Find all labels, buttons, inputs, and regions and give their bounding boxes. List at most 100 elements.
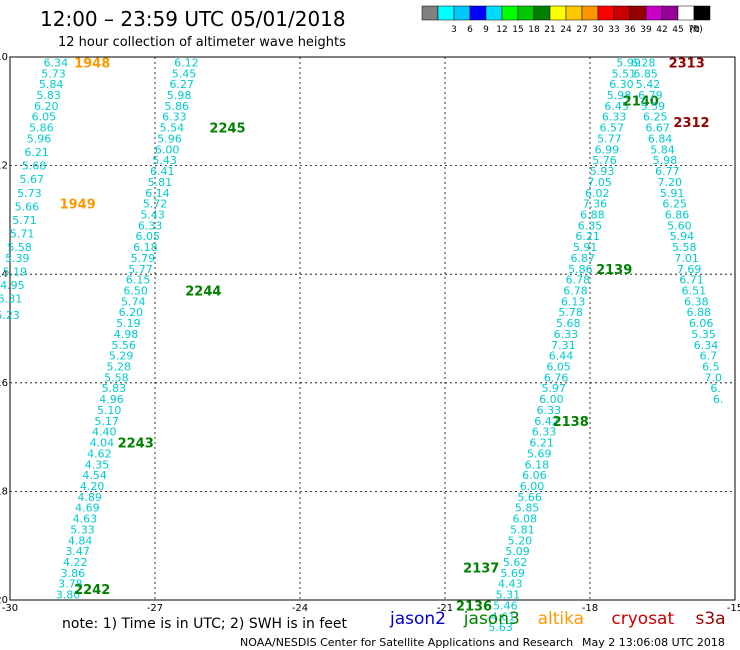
wave-height-value: 5.69 xyxy=(500,567,525,580)
satellite-track: 4.965.105.174.404.044.624.354.544.20 2243 xyxy=(80,393,154,493)
wave-height-value: 5.23 xyxy=(0,309,20,322)
wave-height-value: 5.84 xyxy=(39,78,64,91)
wave-height-value: 7.20 xyxy=(658,176,683,189)
wave-height-value: 5.73 xyxy=(17,187,42,200)
wave-height-value: 6.99 xyxy=(595,143,620,156)
latitude-tick-label: -18 xyxy=(0,486,8,497)
wave-height-value: 6.35 xyxy=(578,219,603,232)
wave-height-value: 5.59 xyxy=(641,100,666,113)
wave-height-value: 6.30 xyxy=(609,78,634,91)
wave-height-value: 4.43 xyxy=(498,578,523,591)
wave-height-value: 6.00 xyxy=(539,393,564,406)
wave-height-value: 6.71 xyxy=(679,274,704,287)
pass-time-label: 2245 xyxy=(209,122,245,137)
wave-height-value: 6. xyxy=(710,382,721,395)
wave-height-value: 5.79 xyxy=(131,252,156,265)
wave-height-value: 5.58 xyxy=(672,241,697,254)
wave-height-value: 5.67 xyxy=(20,173,45,186)
longitude-tick-label: -27 xyxy=(147,603,163,614)
wave-height-value: 5.71 xyxy=(12,214,37,227)
color-scale-label: 15 xyxy=(512,25,523,35)
color-scale-label: 18 xyxy=(528,25,540,35)
wave-height-value: 5.96 xyxy=(27,132,52,145)
wave-height-value: 4.63 xyxy=(73,513,98,526)
satellite-track: 5.986.777.205.916.256.865.605.945.587.01… xyxy=(653,116,724,406)
satellite-name: cryosat xyxy=(611,609,674,629)
color-swatch xyxy=(517,5,535,21)
wave-height-value: 7.05 xyxy=(587,176,612,189)
pass-time-label: 2243 xyxy=(118,437,154,452)
wave-height-value: 5.09 xyxy=(505,545,530,558)
wave-height-value: 5.62 xyxy=(503,556,528,569)
wave-height-value: 6.85 xyxy=(633,67,658,80)
wave-height-value: 5.74 xyxy=(121,295,146,308)
color-swatch xyxy=(677,5,695,21)
color-swatch xyxy=(661,5,679,21)
pass-time-label: 2136 xyxy=(456,599,492,614)
pass-time-label: 2242 xyxy=(74,583,110,598)
wave-height-value: 4.04 xyxy=(90,437,115,450)
wave-height-value: 4.89 xyxy=(78,491,103,504)
wave-height-value: 6.50 xyxy=(123,284,148,297)
satellite-track: 6.156.505.746.205.194.985.565.295.285.58… xyxy=(102,274,222,396)
wave-height-value: 5.31 xyxy=(0,293,22,306)
color-scale-label: 6 xyxy=(467,25,473,35)
page-subtitle: 12 hour collection of altimeter wave hei… xyxy=(58,35,346,50)
latitude-tick-label: -20 xyxy=(0,595,8,606)
color-scale-label: 30 xyxy=(592,25,604,35)
satellite-name: jason2 xyxy=(389,609,446,629)
color-swatch xyxy=(549,5,567,21)
wave-height-value: 6.14 xyxy=(145,187,170,200)
longitude-tick-label: -30 xyxy=(2,603,18,614)
wave-height-value: 5.81 xyxy=(148,176,173,189)
wave-height-value: 7.69 xyxy=(677,263,702,276)
wave-height-value: 6.87 xyxy=(571,252,596,265)
color-swatch xyxy=(629,5,647,21)
wave-height-value: 5.76 xyxy=(592,154,617,167)
wave-height-value: 5.42 xyxy=(636,78,661,91)
wave-height-value: 5.10 xyxy=(97,404,122,417)
satellite-name: s3a xyxy=(696,609,726,629)
wave-height-value: 6.25 xyxy=(662,198,687,211)
wave-height-value: 6.88 xyxy=(580,208,605,221)
wave-height-value: 4.98 xyxy=(114,328,139,341)
wave-height-value: 6.79 xyxy=(638,89,663,102)
satellite-name: jason3 xyxy=(463,609,520,629)
wave-height-value: 6.67 xyxy=(645,122,670,135)
pass-time-label: 2138 xyxy=(553,415,589,430)
pass-time-label: 1949 xyxy=(60,198,96,213)
wave-height-value: 6.76 xyxy=(544,371,569,384)
wave-height-value: 6.42 xyxy=(534,415,559,428)
wave-height-value: 6.28 xyxy=(631,56,656,69)
latitude-tick-label: -16 xyxy=(0,378,8,389)
wave-height-value: 5.66 xyxy=(15,200,40,213)
latitude-tick-label: -10 xyxy=(0,52,8,63)
wave-height-value: 7.36 xyxy=(583,198,608,211)
wave-height-value: 5.51 xyxy=(612,67,637,80)
credit-text: NOAA/NESDIS Center for Satellite Applica… xyxy=(240,636,573,649)
longitude-tick-label: -18 xyxy=(582,603,598,614)
wave-height-value: 6.7 xyxy=(700,350,718,363)
color-scale-unit: (ft) xyxy=(689,25,703,35)
wave-height-value: 5.98 xyxy=(653,154,678,167)
wave-height-value: 4.69 xyxy=(75,502,100,515)
wave-height-value: 7.01 xyxy=(674,252,699,265)
wave-height-value: 6.33 xyxy=(554,328,579,341)
wave-height-value: 5.86 xyxy=(165,100,190,113)
wave-height-value: 6.38 xyxy=(684,295,709,308)
wave-height-value: 6.33 xyxy=(537,404,562,417)
color-scale-label: 45 xyxy=(672,25,683,35)
wave-height-value: 6.86 xyxy=(665,208,690,221)
wave-height-value: 6.34 xyxy=(694,339,719,352)
wave-height-value: 5.54 xyxy=(160,122,185,135)
satellite-track: 5.995.516.305.986.456.336.575.776.995.76… xyxy=(566,56,659,286)
wave-height-value: 5.35 xyxy=(691,328,716,341)
grid: -10 -12 -14 -16 -18 -20-30 -27 -24 -21 -18 -15 xyxy=(0,52,740,614)
wave-height-value: 6.27 xyxy=(169,78,194,91)
wave-height-value: 5.17 xyxy=(94,415,119,428)
wave-height-value: 5.83 xyxy=(102,382,127,395)
color-swatch xyxy=(533,5,551,21)
footer: note: 1) Time is in UTC; 2) SWH is in fe… xyxy=(62,609,726,649)
wave-height-value: 5.86 xyxy=(29,122,54,135)
